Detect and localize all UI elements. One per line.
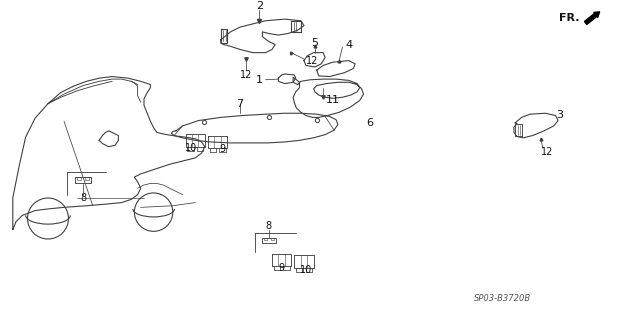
Bar bbox=[77, 177, 81, 180]
Text: 10: 10 bbox=[300, 264, 312, 275]
Text: 7: 7 bbox=[236, 99, 244, 109]
Text: 11: 11 bbox=[326, 95, 340, 106]
Bar bbox=[271, 238, 274, 240]
Bar bbox=[264, 238, 267, 240]
Text: 12: 12 bbox=[541, 147, 554, 158]
Text: FR.: FR. bbox=[559, 12, 580, 23]
Text: 9: 9 bbox=[220, 144, 226, 154]
Text: 10: 10 bbox=[184, 143, 197, 153]
Text: 8: 8 bbox=[80, 193, 86, 203]
Text: 4: 4 bbox=[345, 40, 353, 50]
Text: SP03-B3720B: SP03-B3720B bbox=[474, 294, 531, 303]
Text: 5: 5 bbox=[312, 38, 318, 48]
Text: 8: 8 bbox=[266, 221, 272, 232]
Text: 9: 9 bbox=[278, 263, 285, 273]
Text: 12: 12 bbox=[306, 56, 319, 66]
Text: 2: 2 bbox=[255, 1, 263, 11]
FancyArrow shape bbox=[584, 12, 600, 25]
Text: 1: 1 bbox=[256, 75, 262, 85]
Bar bbox=[262, 238, 276, 243]
Text: 6: 6 bbox=[367, 118, 373, 128]
Bar bbox=[76, 177, 92, 183]
Text: 3: 3 bbox=[557, 110, 563, 120]
Bar bbox=[85, 177, 89, 180]
Text: 12: 12 bbox=[240, 70, 253, 80]
